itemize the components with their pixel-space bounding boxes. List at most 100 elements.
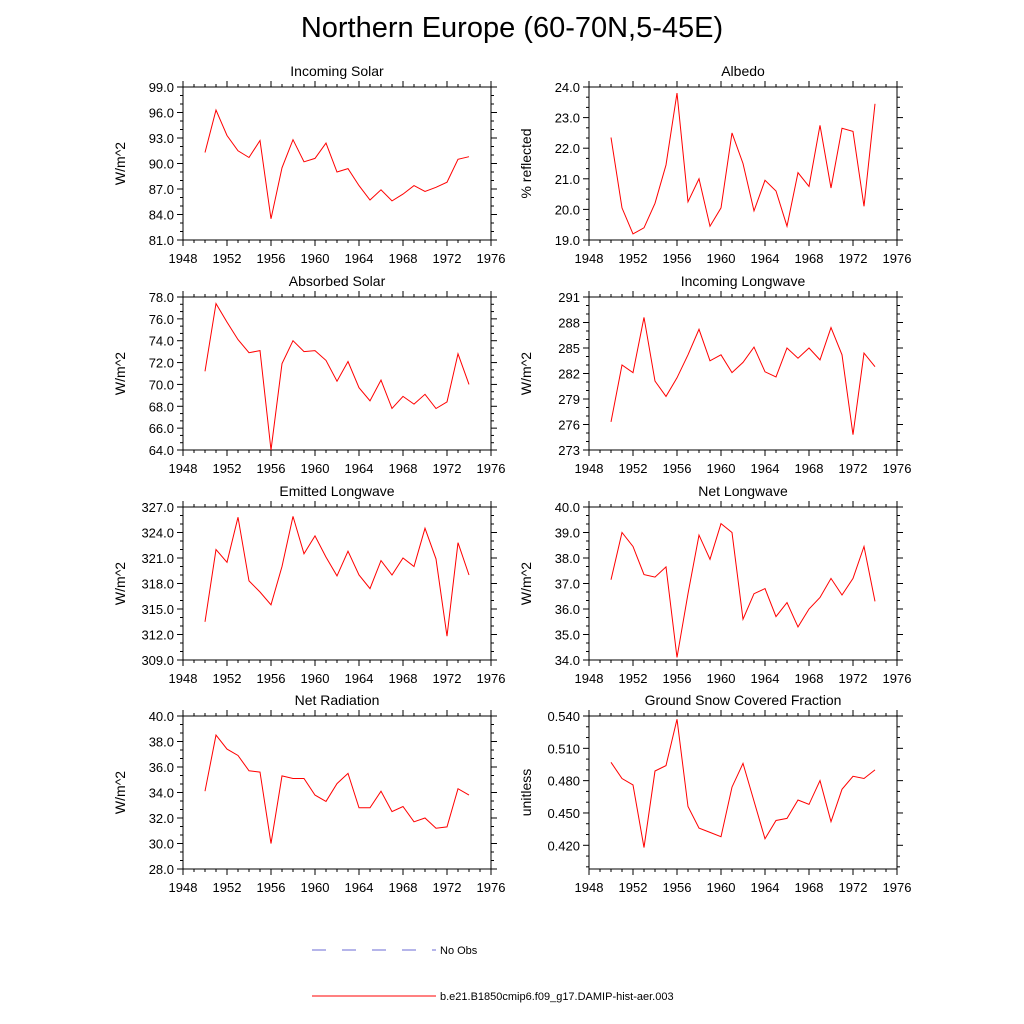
series-line (204, 516, 470, 637)
x-tick-label: 1972 (433, 880, 462, 895)
x-tick-label: 1972 (839, 461, 868, 476)
y-tick-label: 78.0 (149, 290, 174, 305)
x-tick-label: 1976 (883, 671, 912, 686)
x-tick-label: 1948 (169, 251, 198, 266)
y-tick-label: 318.0 (141, 577, 174, 592)
y-tick-label: 74.0 (149, 334, 174, 349)
y-axis-label: W/m^2 (518, 352, 534, 395)
panel-7: 1948 1952 1956 1960 1964 1968 1972 1976 28.0 30.0… (112, 692, 505, 895)
x-tick-label: 1948 (169, 671, 198, 686)
y-tick-label: 35.0 (555, 628, 580, 643)
x-tick-label: 1956 (663, 671, 692, 686)
series-line (610, 93, 876, 235)
y-tick-label: 36.0 (555, 602, 580, 617)
legend: No Obs b.e21.B1850cmip6.f09_g17.DAMIP-his… (312, 945, 674, 1003)
y-tick-label: 285 (558, 341, 580, 356)
x-tick-label: 1968 (795, 461, 824, 476)
y-tick-label: 76.0 (149, 312, 174, 327)
y-tick-label: 32.0 (149, 811, 174, 826)
panel-4: 1948 1952 1956 1960 1964 1968 1972 1976 273 276 27… (518, 273, 911, 476)
x-tick-label: 1956 (257, 671, 286, 686)
y-tick-label: 38.0 (555, 551, 580, 566)
y-tick-label: 0.450 (547, 806, 580, 821)
series-line (204, 302, 470, 451)
x-tick-label: 1964 (345, 880, 374, 895)
x-tick-label: 1972 (433, 461, 462, 476)
x-tick-label: 1964 (751, 251, 780, 266)
y-tick-label: 70.0 (149, 377, 174, 392)
y-axis-label: W/m^2 (518, 562, 534, 605)
y-tick-label: 20.0 (555, 202, 580, 217)
x-tick-label: 1964 (345, 671, 374, 686)
x-tick-label: 1972 (839, 880, 868, 895)
x-tick-label: 1948 (169, 880, 198, 895)
panel-title: Net Longwave (698, 483, 788, 499)
y-tick-label: 84.0 (149, 208, 174, 223)
y-tick-label: 279 (558, 392, 580, 407)
panel-3: 1948 1952 1956 1960 1964 1968 1972 1976 64.0 66.0… (112, 273, 505, 476)
y-tick-label: 93.0 (149, 131, 174, 146)
y-tick-label: 40.0 (555, 500, 580, 515)
y-tick-label: 291 (558, 290, 580, 305)
x-tick-label: 1960 (707, 251, 736, 266)
x-tick-label: 1968 (389, 671, 418, 686)
x-tick-label: 1968 (795, 671, 824, 686)
x-tick-label: 1968 (389, 461, 418, 476)
x-tick-label: 1952 (619, 461, 648, 476)
y-tick-label: 315.0 (141, 602, 174, 617)
y-tick-label: 22.0 (555, 141, 580, 156)
y-axis-label: unitless (518, 769, 534, 816)
x-tick-label: 1952 (213, 251, 242, 266)
x-tick-label: 1960 (301, 251, 330, 266)
x-tick-label: 1976 (477, 251, 506, 266)
y-tick-label: 19.0 (555, 233, 580, 248)
y-tick-label: 87.0 (149, 182, 174, 197)
panel-1: 1948 1952 1956 1960 1964 1968 1972 1976 81.0 84.0… (112, 63, 505, 266)
y-tick-label: 96.0 (149, 106, 174, 121)
panel-title: Albedo (721, 63, 765, 79)
y-tick-label: 39.0 (555, 526, 580, 541)
x-tick-label: 1964 (751, 461, 780, 476)
x-tick-label: 1948 (575, 251, 604, 266)
y-tick-label: 30.0 (149, 837, 174, 852)
legend-label-no-obs: No Obs (440, 945, 478, 957)
x-tick-label: 1952 (213, 671, 242, 686)
x-tick-label: 1964 (751, 671, 780, 686)
panel-title: Incoming Longwave (681, 273, 806, 289)
plot-frame (588, 715, 898, 870)
y-axis-label: % reflected (518, 128, 534, 198)
x-tick-label: 1972 (433, 671, 462, 686)
x-tick-label: 1952 (619, 251, 648, 266)
y-tick-label: 68.0 (149, 399, 174, 414)
x-tick-label: 1960 (707, 461, 736, 476)
x-tick-label: 1976 (883, 251, 912, 266)
x-tick-label: 1968 (389, 251, 418, 266)
y-tick-label: 24.0 (555, 80, 580, 95)
x-tick-label: 1972 (433, 251, 462, 266)
y-tick-label: 0.420 (547, 838, 580, 853)
y-tick-label: 34.0 (555, 653, 580, 668)
x-tick-label: 1964 (751, 880, 780, 895)
panel-title: Emitted Longwave (279, 483, 394, 499)
x-tick-label: 1952 (619, 671, 648, 686)
y-tick-label: 0.540 (547, 709, 580, 724)
y-tick-label: 0.480 (547, 774, 580, 789)
x-tick-label: 1952 (619, 880, 648, 895)
y-tick-label: 90.0 (149, 157, 174, 172)
y-tick-label: 321.0 (141, 551, 174, 566)
y-tick-label: 309.0 (141, 653, 174, 668)
x-tick-label: 1948 (575, 461, 604, 476)
plot-frame (182, 715, 492, 870)
x-tick-label: 1948 (169, 461, 198, 476)
panel-6: 1948 1952 1956 1960 1964 1968 1972 1976 34.0 35.0… (518, 483, 911, 686)
x-tick-label: 1960 (707, 880, 736, 895)
x-tick-label: 1972 (839, 671, 868, 686)
y-axis-label: W/m^2 (112, 771, 128, 814)
y-tick-label: 40.0 (149, 709, 174, 724)
plot-frame (182, 506, 492, 661)
panel-8: 1948 1952 1956 1960 1964 1968 1972 1976 0.420 0.4… (518, 692, 911, 895)
x-tick-label: 1976 (477, 461, 506, 476)
y-axis-label: W/m^2 (112, 352, 128, 395)
x-tick-label: 1964 (345, 251, 374, 266)
